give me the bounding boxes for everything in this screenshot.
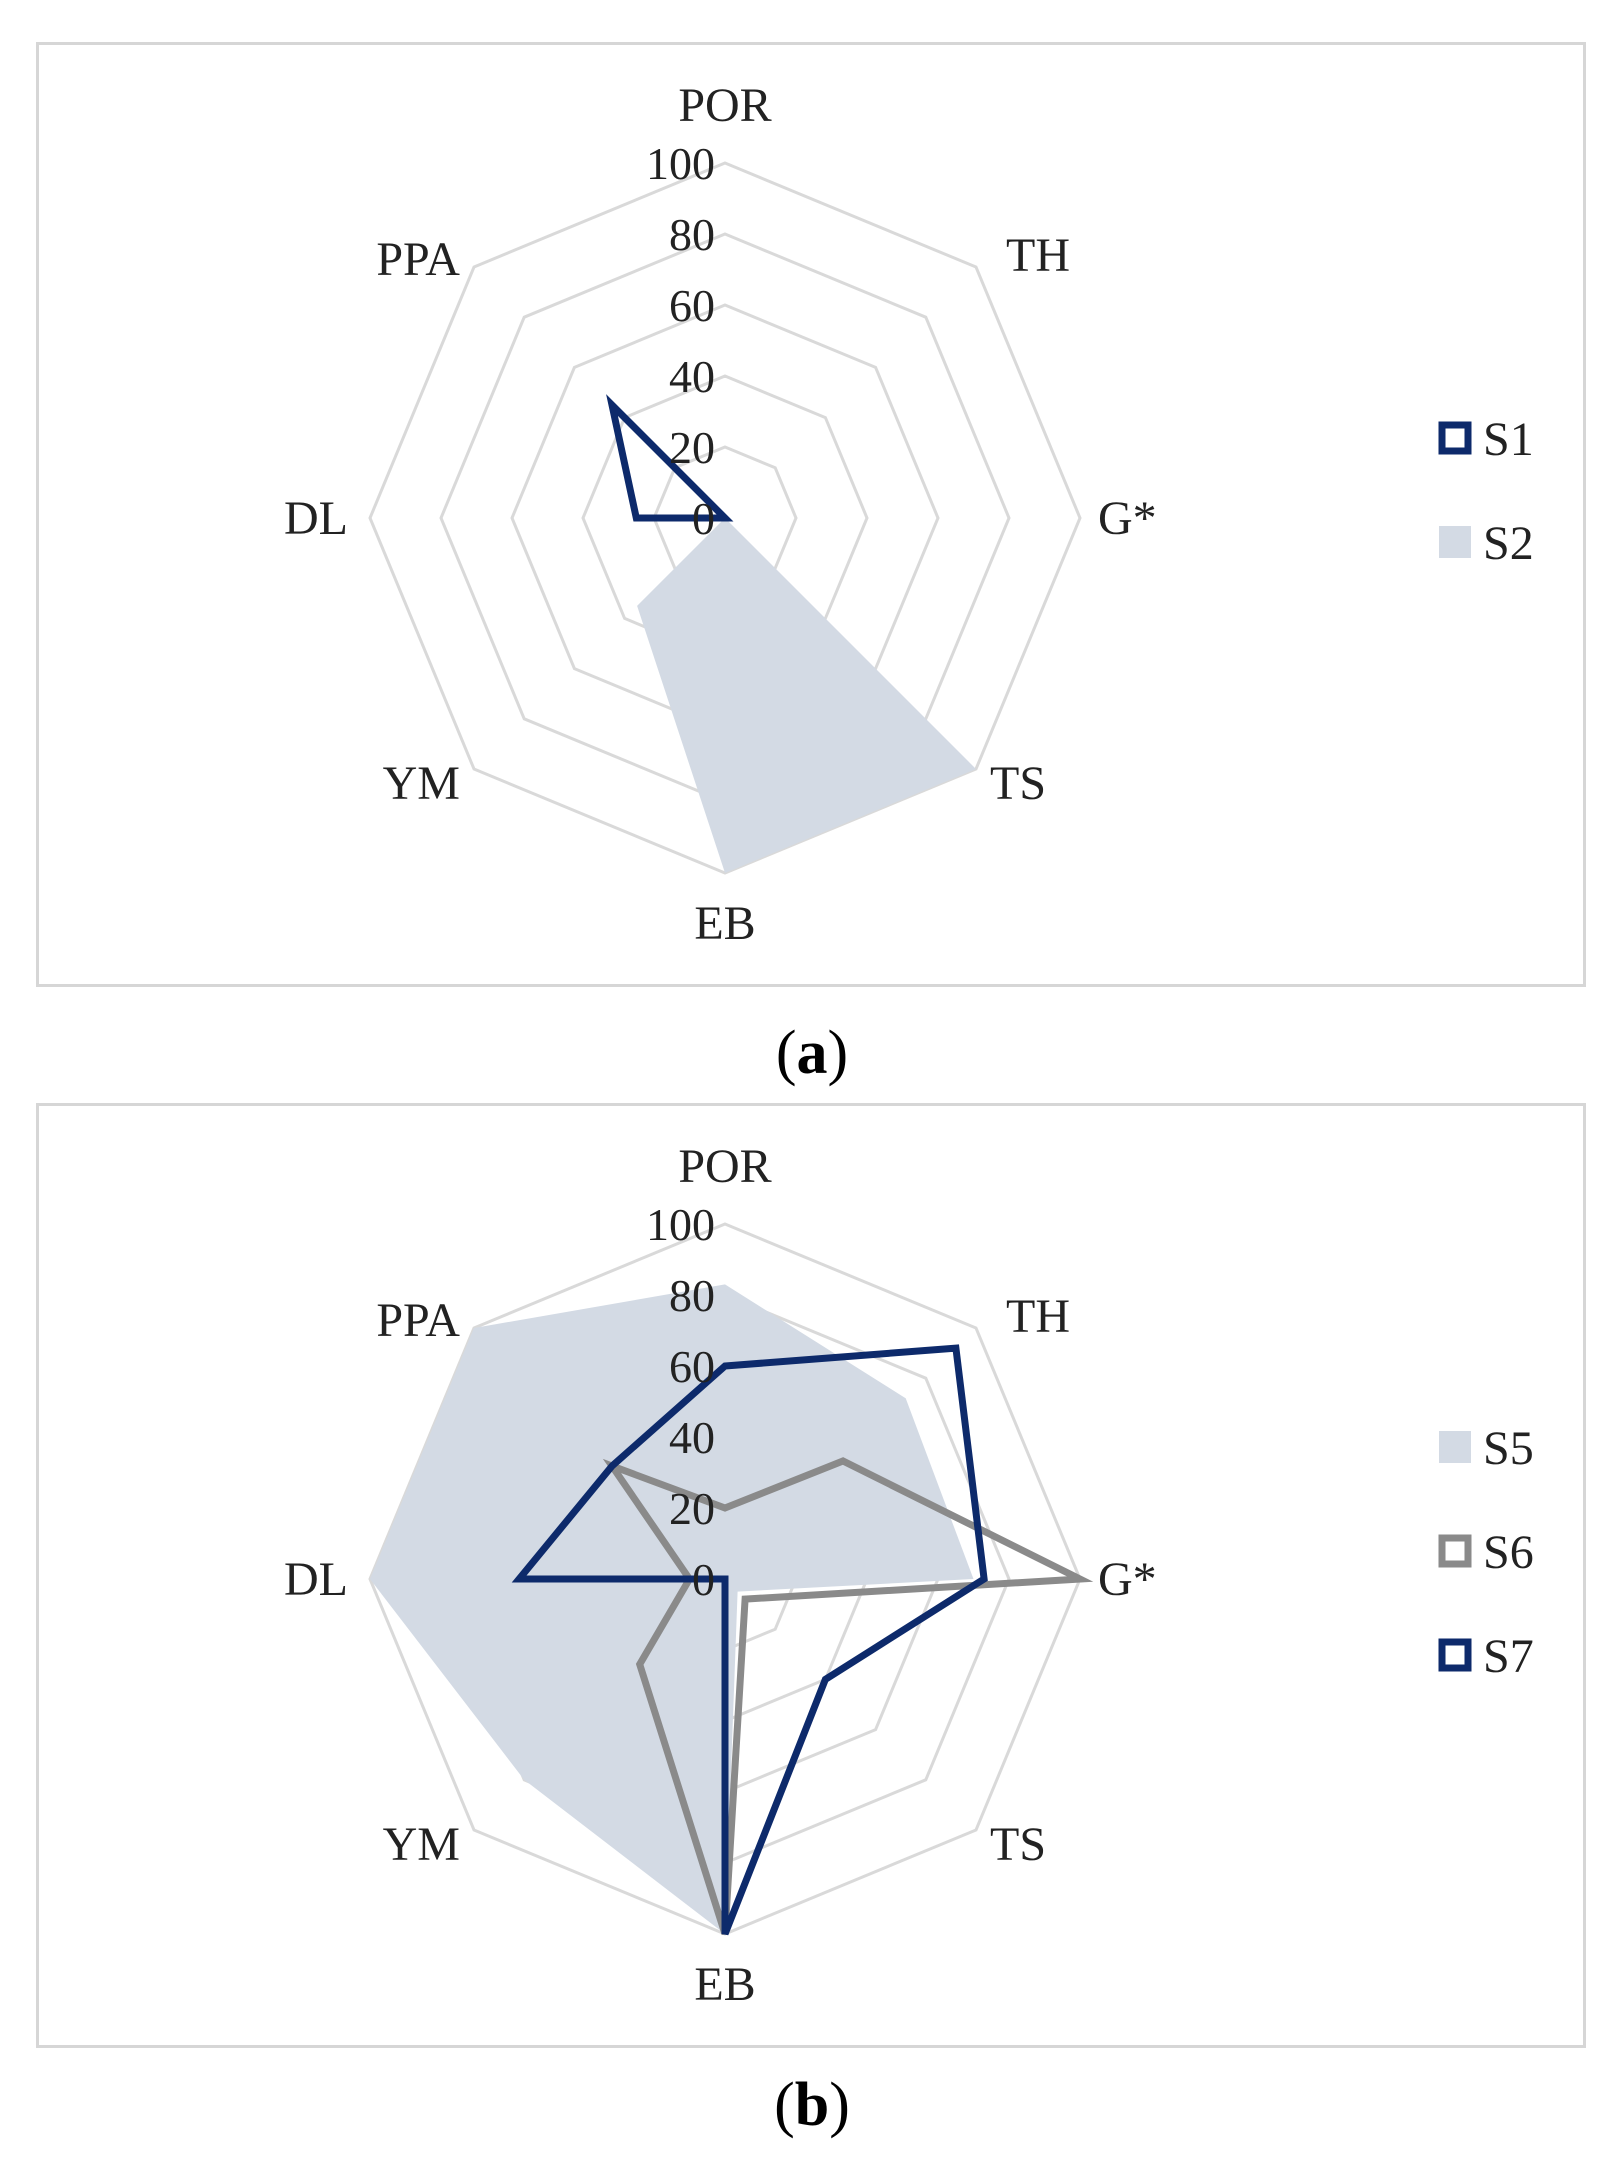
axis-label-ts: TS bbox=[990, 1818, 1046, 1871]
series-line-s1 bbox=[606, 394, 734, 522]
radar-svg-a: 0 20 40 60 80 100 POR TH G* TS EB YM DL PPA S1 S2 bbox=[284, 79, 1534, 950]
legend-label-s5: S5 bbox=[1483, 1422, 1534, 1475]
radar-chart-a: 0 20 40 60 80 100 POR TH G* TS EB YM DL PPA S1 S2 bbox=[36, 42, 1586, 987]
series-line-s7 bbox=[511, 1344, 988, 1936]
axis-label-ppa: PPA bbox=[376, 1294, 460, 1347]
legend-swatch-s6 bbox=[1438, 1534, 1472, 1568]
series-area-s2 bbox=[474, 267, 976, 873]
axis-label-gstar: G* bbox=[1098, 1553, 1157, 1606]
axis-label-gstar: G* bbox=[1098, 492, 1157, 545]
legend-label-s6: S6 bbox=[1483, 1526, 1534, 1579]
caption-a-label: a bbox=[796, 1019, 828, 1087]
tick-label-60: 60 bbox=[669, 280, 715, 331]
tick-label-60: 60 bbox=[669, 1341, 715, 1392]
legend-swatch-s7 bbox=[1438, 1638, 1472, 1672]
tick-label-0: 0 bbox=[692, 1554, 715, 1605]
tick-label-100: 100 bbox=[646, 1199, 715, 1250]
tick-label-80: 80 bbox=[669, 209, 715, 260]
legend-label-s7: S7 bbox=[1483, 1630, 1534, 1683]
legend-swatch-s1 bbox=[1438, 421, 1472, 455]
axis-label-th: TH bbox=[1006, 1290, 1070, 1343]
axis-label-por: POR bbox=[678, 79, 771, 132]
caption-b-label: b bbox=[794, 2071, 830, 2139]
tick-label-20: 20 bbox=[669, 422, 715, 473]
axis-label-eb: EB bbox=[694, 1958, 755, 2011]
caption-a: (a) bbox=[775, 1019, 849, 1087]
axis-label-dl: DL bbox=[284, 1553, 348, 1606]
axis-label-eb: EB bbox=[694, 897, 755, 950]
legend-label-s2: S2 bbox=[1483, 517, 1534, 570]
legend-label-s1: S1 bbox=[1483, 413, 1534, 466]
axis-label-ppa: PPA bbox=[376, 233, 460, 286]
radar-chart-b: 0 20 40 60 80 100 POR TH G* TS EB YM DL PPA S5 S6 S7 bbox=[36, 1103, 1586, 2048]
caption-b: (b) bbox=[774, 2071, 850, 2139]
legend-swatch-s5 bbox=[1439, 1431, 1471, 1463]
tick-label-0: 0 bbox=[692, 493, 715, 544]
axis-label-ym: YM bbox=[383, 1818, 460, 1871]
tick-label-80: 80 bbox=[669, 1270, 715, 1321]
radar-svg-b: 0 20 40 60 80 100 POR TH G* TS EB YM DL PPA S5 S6 S7 bbox=[284, 1140, 1534, 2011]
tick-label-40: 40 bbox=[669, 351, 715, 402]
axis-label-ym: YM bbox=[383, 757, 460, 810]
tick-label-40: 40 bbox=[669, 1412, 715, 1463]
axis-label-por: POR bbox=[678, 1140, 771, 1193]
tick-label-20: 20 bbox=[669, 1483, 715, 1534]
legend-swatch-s2 bbox=[1439, 526, 1471, 558]
axis-label-dl: DL bbox=[284, 492, 348, 545]
axis-label-th: TH bbox=[1006, 229, 1070, 282]
axis-label-ts: TS bbox=[990, 757, 1046, 810]
tick-label-100: 100 bbox=[646, 138, 715, 189]
